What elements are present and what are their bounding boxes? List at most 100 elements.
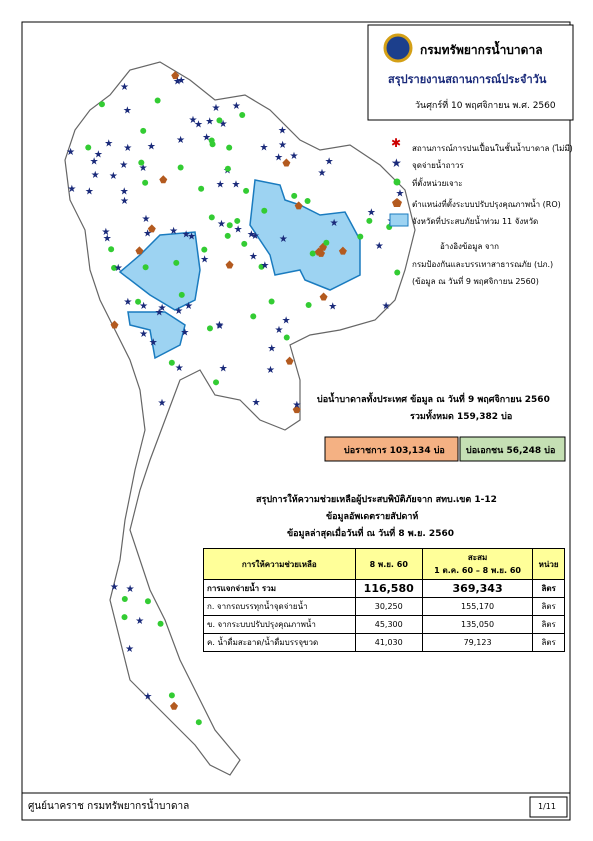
th: สะสม 1 ต.ค. 60 – 8 พ.ย. 60 bbox=[421, 548, 534, 580]
star-icon: ★ bbox=[67, 184, 76, 195]
th: หน่วย bbox=[532, 548, 565, 580]
star-icon: ★ bbox=[249, 251, 258, 262]
dot-icon bbox=[261, 207, 268, 214]
star-icon: ★ bbox=[66, 147, 75, 158]
assist-title: ข้อมูลล่าสุดเมื่อวันที่ ณ วันที่ 8 พ.ย. … bbox=[287, 529, 454, 539]
star-icon: ★ bbox=[90, 157, 99, 168]
star-icon: ★ bbox=[289, 151, 298, 162]
star-icon: ★ bbox=[175, 363, 184, 374]
wells-private: บ่อเอกชน 56,248 บ่อ bbox=[466, 446, 556, 456]
star-icon: ★ bbox=[251, 231, 260, 242]
ro-icon bbox=[285, 356, 294, 365]
source: (ข้อมูล ณ วันที่ 9 พฤศจิกายน 2560) bbox=[412, 277, 539, 286]
dot-icon bbox=[157, 620, 164, 627]
star-icon: ★ bbox=[189, 115, 198, 126]
star-icon: ★ bbox=[94, 150, 103, 161]
dot-icon bbox=[216, 117, 223, 124]
dot-icon bbox=[195, 719, 202, 726]
ro-icon bbox=[159, 175, 168, 184]
star-icon: ★ bbox=[375, 241, 384, 252]
star-icon: ★ bbox=[109, 171, 118, 182]
legend-item: จังหวัดที่ประสบภัยน้ำท่วม 11 จังหวัด bbox=[412, 217, 539, 226]
dot-icon bbox=[224, 165, 231, 172]
ro-icon bbox=[147, 224, 156, 233]
wells-gov: บ่อราชการ 103,134 บ่อ bbox=[344, 446, 445, 456]
cell: 155,170 bbox=[421, 597, 534, 616]
star-icon: ★ bbox=[85, 186, 94, 197]
star-icon: ★ bbox=[123, 143, 132, 154]
dot-icon bbox=[291, 192, 298, 199]
wells-title: บ่อน้ำบาดาลทั้งประเทศ ข้อมูล ณ วันที่ 9 … bbox=[317, 395, 550, 405]
dot-icon bbox=[304, 198, 311, 205]
dot-icon bbox=[309, 250, 316, 257]
dot-icon bbox=[366, 217, 373, 224]
legend-ro-icon bbox=[392, 198, 402, 207]
row: ข. จากระบบปรับปรุงคุณภาพน้ำ 45,300 135,050… bbox=[203, 615, 565, 634]
dot-icon bbox=[121, 596, 128, 603]
ro-icon bbox=[135, 246, 144, 255]
th-line: สะสม bbox=[467, 553, 488, 562]
dot-icon bbox=[241, 240, 248, 247]
star-icon: ★ bbox=[114, 263, 123, 274]
star-icon: ★ bbox=[247, 230, 256, 241]
assist-title: สรุปการให้ความช่วยเหลือผู้ประสบพิบัติภัย… bbox=[256, 495, 497, 505]
star-icon: ★ bbox=[119, 160, 128, 171]
footer-left: ศูนย์นาคราช กรมทรัพยากรน้ำบาดาล bbox=[28, 801, 190, 812]
ro-icon bbox=[110, 320, 119, 329]
star-icon: ★ bbox=[143, 692, 152, 703]
dot-icon bbox=[111, 264, 118, 271]
star-icon: ★ bbox=[184, 301, 193, 312]
th-line: 1 ต.ค. 60 – 8 พ.ย. 60 bbox=[434, 566, 521, 575]
dot-icon bbox=[213, 379, 220, 386]
star-icon: ★ bbox=[182, 230, 191, 241]
dot-icon bbox=[108, 246, 115, 253]
dot-icon bbox=[268, 298, 275, 305]
star-icon: ★ bbox=[120, 186, 129, 197]
dot-icon bbox=[357, 233, 364, 240]
ro-icon bbox=[282, 158, 291, 167]
star-icon: ★ bbox=[110, 582, 119, 593]
th: การให้ความช่วยเหลือ bbox=[203, 548, 356, 580]
star-icon: ★ bbox=[232, 179, 241, 190]
gov-box bbox=[324, 436, 459, 462]
star-icon: ★ bbox=[180, 328, 189, 339]
ro-icon bbox=[338, 246, 347, 255]
cell: 41,030 bbox=[354, 633, 423, 652]
star-icon: ★ bbox=[292, 400, 301, 411]
dot-icon bbox=[135, 298, 142, 305]
star-icon: ★ bbox=[282, 315, 291, 326]
star-icon: ★ bbox=[158, 303, 167, 314]
dot-icon bbox=[323, 239, 330, 246]
legend-item: ตำแหน่งที่ตั้งระบบปรับปรุงคุณภาพน้ำ (RO) bbox=[412, 200, 561, 209]
source: กรมป้องกันและบรรเทาสาธารณภัย (ปภ.) bbox=[412, 260, 554, 269]
dot-icon bbox=[243, 187, 250, 194]
legend-star-icon: ★ bbox=[391, 156, 402, 170]
dot-icon bbox=[250, 313, 257, 320]
ro-icon bbox=[225, 260, 234, 269]
cell: ลิตร bbox=[532, 615, 565, 634]
cell: 369,343 bbox=[421, 579, 534, 598]
star-icon: ★ bbox=[260, 260, 269, 271]
cell: ข. จากระบบปรับปรุงคุณภาพน้ำ bbox=[203, 615, 356, 634]
star-icon: ★ bbox=[123, 297, 132, 308]
private-box bbox=[459, 436, 566, 462]
star-icon: ★ bbox=[194, 119, 203, 130]
legend-contamination-icon: ✱ bbox=[391, 136, 401, 150]
dot-icon bbox=[154, 97, 161, 104]
star-icon: ★ bbox=[120, 82, 129, 93]
ro-icon bbox=[292, 405, 301, 414]
ro-icon bbox=[171, 71, 180, 80]
dot-icon bbox=[142, 179, 149, 186]
cell: ก. จากรถบรรทุกน้ำจุดจ่ายน้ำ bbox=[203, 597, 356, 616]
star-icon: ★ bbox=[267, 344, 276, 355]
star-icon: ★ bbox=[101, 227, 110, 238]
dot-icon bbox=[138, 159, 145, 166]
star-icon: ★ bbox=[328, 302, 337, 313]
dot-icon bbox=[168, 692, 175, 699]
star-icon: ★ bbox=[211, 103, 220, 114]
source: อ้างอิงข้อมูล จาก bbox=[440, 242, 499, 251]
star-icon: ★ bbox=[104, 138, 113, 149]
ro-icon bbox=[170, 701, 179, 710]
